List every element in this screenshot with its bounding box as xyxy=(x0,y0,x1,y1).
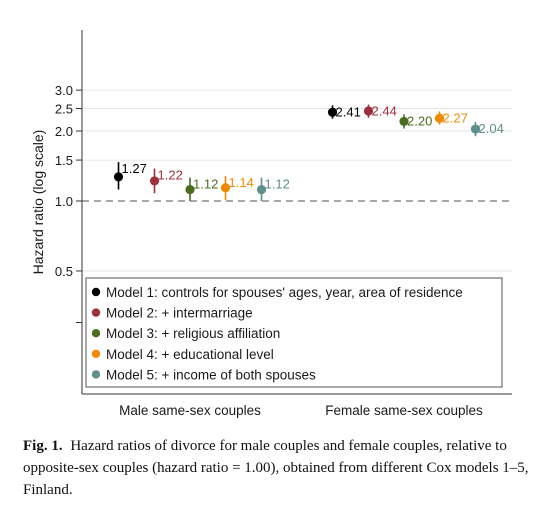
data-point-s5-g1 xyxy=(256,184,267,195)
legend-marker-1 xyxy=(91,287,101,297)
value-label-s1-g1: 1.27 xyxy=(122,161,147,176)
y-tick-label-5: 0.5 xyxy=(55,264,73,279)
value-label-s5-g1: 1.12 xyxy=(265,177,290,192)
data-point-s5-g2 xyxy=(470,124,481,134)
value-label-s3-g1: 1.12 xyxy=(193,177,218,192)
y-tick-label-0: 3.0 xyxy=(55,83,73,98)
x-category-label-0: Male same-sex couples xyxy=(119,403,261,418)
y-tick-label-1: 2.5 xyxy=(55,102,73,117)
data-point-s1-g2 xyxy=(327,107,338,117)
x-category-label-1: Female same-sex couples xyxy=(325,403,483,418)
data-point-s2-g2 xyxy=(363,106,374,116)
chart-plot: 3.0 2.5 2.0 1.5 1.0 0.5 Male same-sex couples F… xyxy=(55,30,512,418)
value-label-s2-g2: 2.44 xyxy=(372,104,397,119)
legend-marker-3 xyxy=(91,329,101,338)
data-point-s3-g1 xyxy=(185,184,195,195)
legend-label-3: Model 3: + religious affiliation xyxy=(106,326,280,341)
data-point-s4-g1 xyxy=(220,183,231,193)
value-label-s4-g1: 1.14 xyxy=(229,175,254,190)
legend-marker-5 xyxy=(91,370,101,379)
legend-marker-2 xyxy=(91,308,101,317)
legend-label-2: Model 2: + intermarriage xyxy=(106,306,253,321)
y-tick-label-3: 1.5 xyxy=(55,153,73,168)
data-point-s1-g1 xyxy=(113,172,124,182)
data-point-s4-g2 xyxy=(434,113,445,123)
y-tick-label-2: 2.0 xyxy=(55,124,73,139)
legend-box xyxy=(85,277,503,388)
y-axis-title: Hazard ratio (log scale) xyxy=(30,129,46,275)
value-label-s2-g1: 1.22 xyxy=(158,167,183,182)
caption-text: Hazard ratios of divorce for male couple… xyxy=(23,438,529,498)
y-tick-label-4: 1.0 xyxy=(55,194,73,209)
value-label-s3-g2: 2.20 xyxy=(407,113,432,128)
figure-caption: Fig. 1. Hazard ratios of divorce for mal… xyxy=(23,435,543,501)
legend-label-4: Model 4: + educational level xyxy=(106,347,274,362)
value-label-s1-g2: 2.41 xyxy=(336,104,361,119)
caption-label: Fig. 1. xyxy=(23,438,63,454)
legend-label-1: Model 1: controls for spouses' ages, yea… xyxy=(106,285,463,300)
value-label-s5-g2: 2.04 xyxy=(479,121,504,136)
data-point-s3-g2 xyxy=(399,116,409,127)
data-point-s2-g1 xyxy=(149,176,160,186)
legend-marker-4 xyxy=(91,349,101,358)
legend-label-5: Model 5: + income of both spouses xyxy=(106,367,316,382)
value-label-s4-g2: 2.27 xyxy=(443,110,468,125)
